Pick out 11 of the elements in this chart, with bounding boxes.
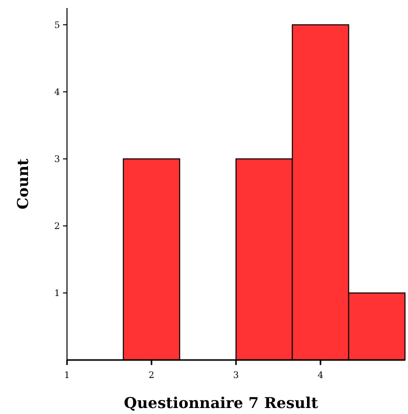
y-axis-title: Count bbox=[14, 158, 32, 210]
x-tick-label: 4 bbox=[318, 371, 324, 381]
x-tick-label: 3 bbox=[233, 371, 240, 381]
y-tick-label: 1 bbox=[54, 289, 60, 300]
x-tick-label: 1 bbox=[64, 371, 70, 381]
x-tick-label: 2 bbox=[148, 371, 154, 381]
y-tick-label: 3 bbox=[54, 155, 60, 166]
y-tick-label: 2 bbox=[54, 222, 60, 232]
y-tick-label: 4 bbox=[54, 88, 60, 98]
x-axis-title: Questionnaire 7 Result bbox=[124, 394, 318, 412]
y-tick-label: 5 bbox=[54, 20, 60, 31]
